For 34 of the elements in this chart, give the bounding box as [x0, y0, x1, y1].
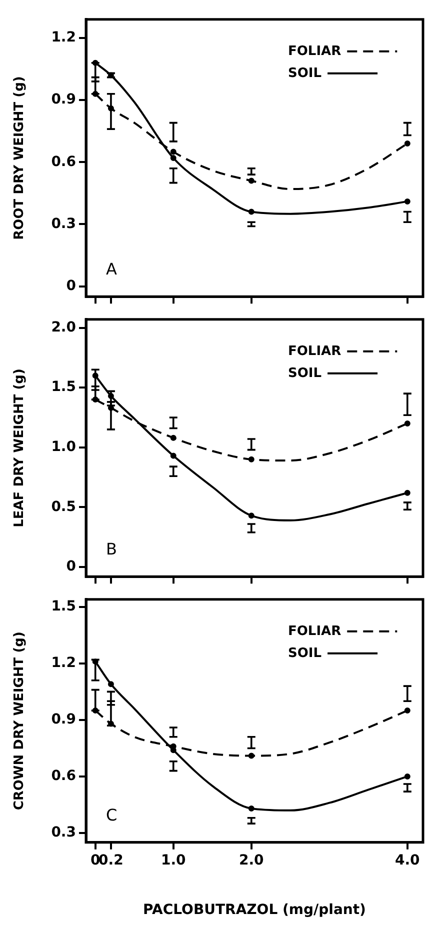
legend-label: SOIL — [288, 66, 322, 81]
annotation: B — [106, 540, 117, 559]
legend-label: FOLIAR — [288, 624, 342, 639]
annotation: C — [106, 805, 118, 824]
x-tick-label: 0.2 — [98, 852, 124, 868]
y-axis-title: CROWN DRY WEIGHT (g) — [12, 632, 28, 810]
x-tick-label: 1.0 — [160, 852, 186, 868]
y-tick-label: 1.5 — [51, 379, 76, 396]
y-tick-label: 0.6 — [51, 154, 76, 170]
point — [404, 140, 410, 147]
y-tick-label: 0.3 — [51, 824, 76, 841]
y-axis-title: ROOT DRY WEIGHT (g) — [12, 76, 28, 240]
y-tick-label: 1.5 — [51, 598, 76, 615]
y-tick-label: 1.0 — [51, 439, 76, 456]
y-tick-label: 0 — [66, 278, 76, 294]
y-tick-label: 0.5 — [51, 498, 76, 515]
legend-label: FOLIAR — [288, 44, 342, 59]
legend-label: FOLIAR — [288, 344, 342, 359]
x-tick-label: 2.0 — [238, 852, 264, 868]
x-tick-label: 0 — [90, 852, 100, 868]
y-tick-label: 0.9 — [51, 92, 76, 108]
y-axis-title: LEAF DRY WEIGHT (g) — [12, 368, 28, 528]
y-tick-label: 0.9 — [51, 712, 76, 728]
y-tick-label: 1.2 — [51, 30, 76, 46]
legend-label: SOIL — [288, 366, 322, 381]
x-tick-label: 4.0 — [394, 852, 420, 868]
annotation: A — [106, 260, 117, 279]
x-axis-title: PACLOBUTRAZOL (mg/plant) — [143, 902, 366, 918]
y-tick-label: 0.3 — [51, 216, 76, 232]
y-tick-label: 2.0 — [51, 319, 76, 336]
y-tick-label: 0 — [66, 558, 76, 575]
y-tick-label: 0.6 — [51, 768, 76, 784]
legend-label: SOIL — [288, 646, 322, 661]
y-tick-label: 1.2 — [51, 655, 76, 672]
